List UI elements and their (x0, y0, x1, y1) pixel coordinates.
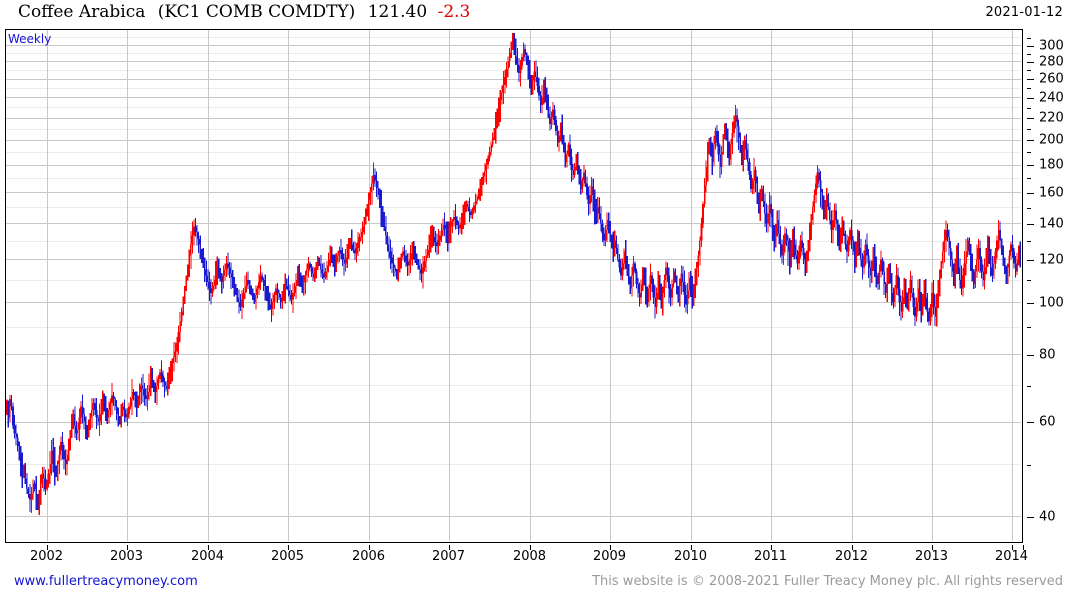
last-price: 121.40 (367, 2, 428, 22)
x-axis-label: 2008 (512, 549, 547, 564)
chart-plot-area[interactable] (5, 29, 1023, 543)
x-axis-tick (690, 545, 692, 550)
x-axis-label: 2011 (753, 549, 788, 564)
y-axis-label: 180 (1039, 157, 1064, 173)
y-axis-minor-tick (1027, 37, 1031, 39)
y-axis-tick (1027, 165, 1034, 167)
y-axis-minor-tick (1027, 178, 1031, 180)
instrument-name: Coffee Arabica (18, 2, 146, 22)
x-axis-label: 2006 (351, 549, 386, 564)
y-axis-minor-tick (1027, 464, 1031, 466)
y-axis-label: 260 (1039, 71, 1064, 87)
x-axis-tick (770, 545, 772, 550)
y-axis-tick (1027, 140, 1034, 142)
x-axis-tick (368, 545, 370, 550)
y-axis-tick (1027, 223, 1034, 225)
y-axis: 40 60 80 100 120 140 160 180 200 220 240 260 280 300 (1026, 29, 1075, 543)
x-axis-tick (126, 545, 128, 550)
x-axis-label: 2009 (592, 549, 627, 564)
x-axis-label: 2002 (29, 549, 64, 564)
y-axis-minor-tick (1027, 88, 1031, 90)
y-axis-tick (1027, 97, 1034, 99)
y-axis-label: 60 (1039, 414, 1056, 430)
x-axis-label: 2010 (673, 549, 708, 564)
price-chart-svg (6, 30, 1022, 541)
price-change: -2.3 (437, 2, 471, 22)
x-axis-label: 2005 (270, 549, 305, 564)
x-axis-tick (287, 545, 289, 550)
x-axis-label: 2003 (109, 549, 144, 564)
x-axis-label: 2014 (994, 549, 1029, 564)
x-axis-label: 2004 (190, 549, 225, 564)
x-axis-label: 2013 (914, 549, 949, 564)
x-axis-label: 2012 (834, 549, 869, 564)
y-axis-label: 40 (1039, 509, 1056, 525)
y-axis-tick (1027, 45, 1034, 47)
y-axis-minor-tick (1027, 327, 1031, 329)
x-axis: 2002 2003 2004 2005 2006 2007 2008 2009 2010 2011… (0, 545, 1075, 569)
x-axis-tick (448, 545, 450, 550)
x-axis-tick (1023, 545, 1024, 550)
y-axis-label: 100 (1039, 295, 1064, 311)
y-axis-label: 240 (1039, 90, 1064, 106)
y-axis-minor-tick (1027, 385, 1031, 387)
y-axis-tick (1027, 302, 1034, 304)
period-label: Weekly (8, 32, 52, 46)
y-axis-minor-tick (1027, 129, 1031, 131)
y-axis-label: 80 (1039, 347, 1056, 363)
y-axis-label: 120 (1039, 252, 1064, 268)
y-axis-tick (1027, 79, 1034, 81)
x-axis-tick (851, 545, 853, 550)
chart-header: Coffee Arabica (KC1 COMB COMDTY) 121.40 … (0, 0, 1075, 28)
y-axis-tick (1027, 118, 1034, 120)
y-axis-minor-tick (1027, 53, 1031, 55)
x-axis-tick (931, 545, 933, 550)
y-axis-minor-tick (1027, 107, 1031, 109)
y-axis-minor-tick (1027, 280, 1031, 282)
y-axis-tick (1027, 259, 1034, 261)
x-axis-tick (207, 545, 209, 550)
y-axis-label: 200 (1039, 132, 1064, 148)
y-axis-label: 220 (1039, 110, 1064, 126)
chart-title: Coffee Arabica (KC1 COMB COMDTY) 121.40 … (18, 2, 470, 22)
x-axis-label: 2007 (431, 549, 466, 564)
y-axis-tick (1027, 516, 1034, 518)
y-axis-tick (1027, 61, 1034, 63)
y-axis-tick (1027, 192, 1034, 194)
x-axis-tick (529, 545, 531, 550)
y-axis-minor-tick (1027, 241, 1031, 243)
site-link[interactable]: www.fullertreacymoney.com (14, 574, 198, 589)
chart-footer: www.fullertreacymoney.com This website i… (0, 572, 1075, 596)
x-axis-tick (609, 545, 611, 550)
x-axis-tick (1011, 545, 1013, 550)
ticker-code: (KC1 COMB COMDTY) (157, 2, 356, 22)
y-axis-label: 280 (1039, 54, 1064, 70)
chart-date: 2021-01-12 (985, 5, 1063, 20)
y-axis-label: 140 (1039, 216, 1064, 232)
x-axis-tick (46, 545, 48, 550)
y-axis-minor-tick (1027, 70, 1031, 72)
y-axis-label: 160 (1039, 185, 1064, 201)
y-axis-minor-tick (1027, 207, 1031, 209)
y-axis-label: 300 (1039, 38, 1064, 54)
copyright-notice: This website is © 2008-2021 Fuller Treac… (592, 574, 1063, 589)
y-axis-tick (1027, 354, 1034, 356)
chart-canvas-wrapper (6, 30, 1022, 542)
y-axis-tick (1027, 422, 1034, 424)
y-axis-minor-tick (1027, 152, 1031, 154)
